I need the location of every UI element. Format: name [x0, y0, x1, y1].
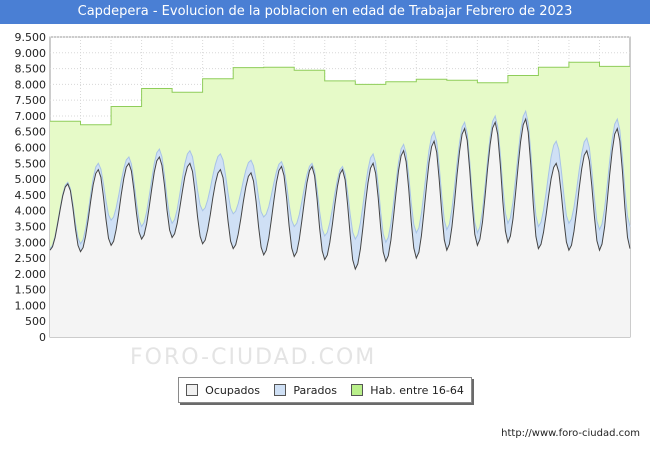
legend-item-ocupados: Ocupados: [186, 384, 260, 397]
series-parados-line: [49, 109, 631, 249]
legend-item-parados: Parados: [274, 384, 337, 397]
y-tick-label: 4.000: [15, 205, 47, 218]
series-hab-line: [50, 61, 630, 126]
y-tick-label: 2.000: [15, 268, 47, 281]
y-tick-label: 1.000: [15, 299, 47, 312]
legend: Ocupados Parados Hab. entre 16-64: [178, 377, 472, 403]
chart-canvas: 0 500 1.000 1.500 2.000 2.500 3.000 3.500 4.000 4…: [15, 31, 631, 344]
y-tick-label: 2.500: [15, 252, 47, 265]
y-tick-label: 7.000: [15, 110, 47, 123]
legend-label-hab: Hab. entre 16-64: [370, 383, 464, 397]
y-tick-label: 1.500: [15, 284, 47, 297]
y-tick-label: 9.000: [15, 47, 47, 60]
chart-title: Capdepera - Evolucion de la poblacion en…: [0, 0, 650, 24]
legend-label-ocupados: Ocupados: [205, 383, 261, 397]
legend-swatch-ocupados: [186, 384, 199, 396]
legend-swatch-hab: [351, 384, 364, 396]
y-tick-label: 6.500: [15, 126, 47, 139]
series-ocupados-area: [50, 119, 630, 337]
y-tick-label: 8.000: [15, 78, 47, 91]
y-axis: 0 500 1.000 1.500 2.000 2.500 3.000 3.500 4.000 4…: [15, 31, 47, 344]
y-tick-label: 3.000: [15, 236, 47, 249]
y-tick-label: 5.500: [15, 157, 47, 170]
legend-swatch-parados: [274, 384, 287, 396]
source-url[interactable]: http://www.foro-ciudad.com: [501, 428, 640, 439]
y-tick-label: 0: [39, 331, 46, 344]
y-tick-label: 5.000: [15, 173, 47, 186]
legend-label-parados: Parados: [293, 383, 337, 397]
y-tick-label: 3.500: [15, 220, 47, 233]
y-tick-label: 500: [25, 315, 46, 328]
y-tick-label: 4.500: [15, 189, 47, 202]
series-layer: [49, 61, 631, 338]
y-tick-label: 7.500: [15, 94, 47, 107]
watermark: FORO-CIUDAD.COM: [130, 345, 377, 370]
y-tick-label: 8.500: [15, 63, 47, 76]
series-ocupados-line: [49, 117, 631, 271]
legend-item-hab: Hab. entre 16-64: [351, 384, 464, 397]
y-tick-label: 9.500: [15, 31, 47, 44]
y-tick-label: 6.000: [15, 142, 47, 155]
